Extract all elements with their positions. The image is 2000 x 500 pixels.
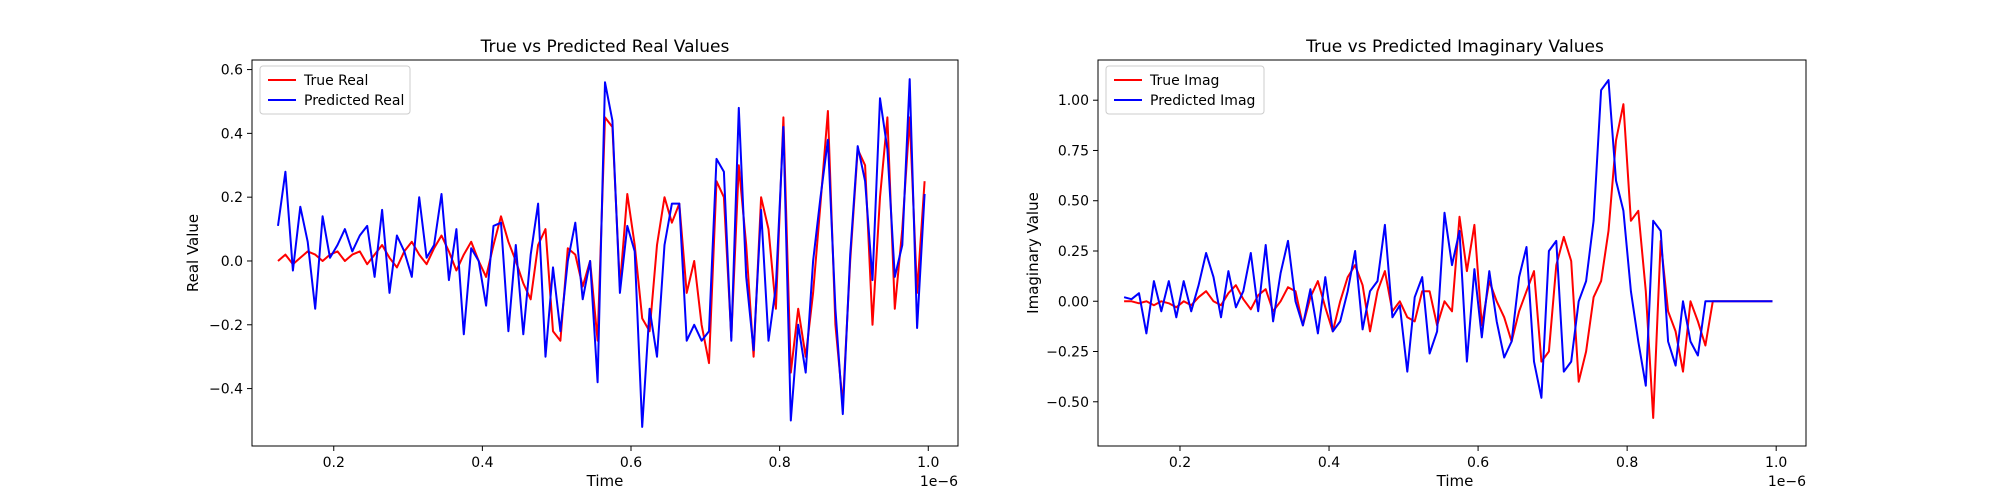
chart-imag-x-offset-text: 1e−6: [1768, 474, 1806, 490]
chart-imag-x-label: Time: [1436, 472, 1474, 490]
imag-x-tick-label: 0.4: [1318, 455, 1340, 471]
imag-x-tick-label: 0.2: [1169, 455, 1191, 471]
real-predicted-series-line: [277, 78, 926, 428]
chart-real-y-label: Real Value: [184, 214, 202, 292]
chart-imag-legend-box: [1105, 65, 1265, 115]
imag-y-tick-label: 1.00: [1058, 93, 1089, 109]
chart-real-x-label: Time: [586, 472, 624, 490]
real-y-tick-label: 0.0: [221, 254, 243, 270]
chart-real-y-ticks: −0.4 −0.2 0.0 0.2 0.4 0.6: [209, 63, 252, 398]
real-x-tick-label: 0.2: [323, 455, 345, 471]
chart-imag-x-ticks: 0.2 0.4 0.6 0.8 1.0: [1169, 446, 1787, 471]
real-y-tick-label: 0.4: [221, 126, 243, 142]
imag-y-tick-label: 0.50: [1058, 194, 1089, 210]
chart-real-title: True vs Predicted Real Values: [480, 37, 730, 57]
imag-y-tick-label: 0.75: [1058, 143, 1089, 159]
chart-real-plot-area: [251, 59, 959, 447]
chart-real-legend-predicted-label: Predicted Real: [304, 93, 404, 109]
imag-x-tick-label: 0.8: [1616, 455, 1638, 471]
chart-imag-legend-true-label: True Imag: [1149, 73, 1219, 89]
real-y-tick-label: 0.6: [221, 63, 243, 79]
chart-real-legend-true-label: True Real: [303, 73, 368, 89]
real-x-tick-label: 0.8: [769, 455, 791, 471]
chart-imag-lines: [1123, 79, 1773, 419]
chart-imag-legend-predicted-label: Predicted Imag: [1150, 93, 1255, 109]
imag-predicted-series-line: [1123, 79, 1773, 399]
chart-real-legend-box: [259, 65, 411, 115]
imag-y-tick-label: −0.25: [1046, 345, 1089, 361]
chart-real: True vs Predicted Real Values 0.2 0.4 0.6 0…: [184, 37, 959, 490]
imag-x-tick-label: 0.6: [1467, 455, 1489, 471]
chart-real-x-ticks: 0.2 0.4 0.6 0.8 1.0: [323, 446, 939, 471]
real-y-tick-label: −0.2: [209, 318, 243, 334]
real-y-tick-label: −0.4: [209, 382, 243, 398]
chart-imag: True vs Predicted Imaginary Values 0.2 0.…: [1024, 37, 1807, 490]
real-x-tick-label: 1.0: [917, 455, 939, 471]
imag-y-tick-label: 0.25: [1058, 244, 1089, 260]
real-x-tick-label: 0.6: [620, 455, 642, 471]
chart-imag-title: True vs Predicted Imaginary Values: [1305, 37, 1604, 57]
imag-x-tick-label: 1.0: [1765, 455, 1787, 471]
chart-imag-y-label: Imaginary Value: [1024, 192, 1042, 314]
chart-real-lines: [277, 78, 926, 428]
chart-imag-plot-area: [1097, 59, 1807, 447]
chart-real-x-offset-text: 1e−6: [920, 474, 958, 490]
real-x-tick-label: 0.4: [471, 455, 493, 471]
imag-y-tick-label: −0.50: [1046, 395, 1089, 411]
chart-imag-legend: True Imag Predicted Imag: [1105, 65, 1265, 115]
chart-real-legend: True Real Predicted Real: [259, 65, 411, 115]
chart-imag-y-ticks: −0.50 −0.25 0.00 0.25 0.50 0.75 1.00: [1046, 93, 1098, 411]
real-y-tick-label: 0.2: [221, 190, 243, 206]
imag-y-tick-label: 0.00: [1058, 294, 1089, 310]
